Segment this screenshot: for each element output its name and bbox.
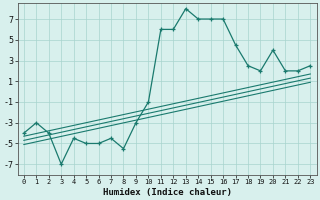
X-axis label: Humidex (Indice chaleur): Humidex (Indice chaleur) <box>103 188 232 197</box>
